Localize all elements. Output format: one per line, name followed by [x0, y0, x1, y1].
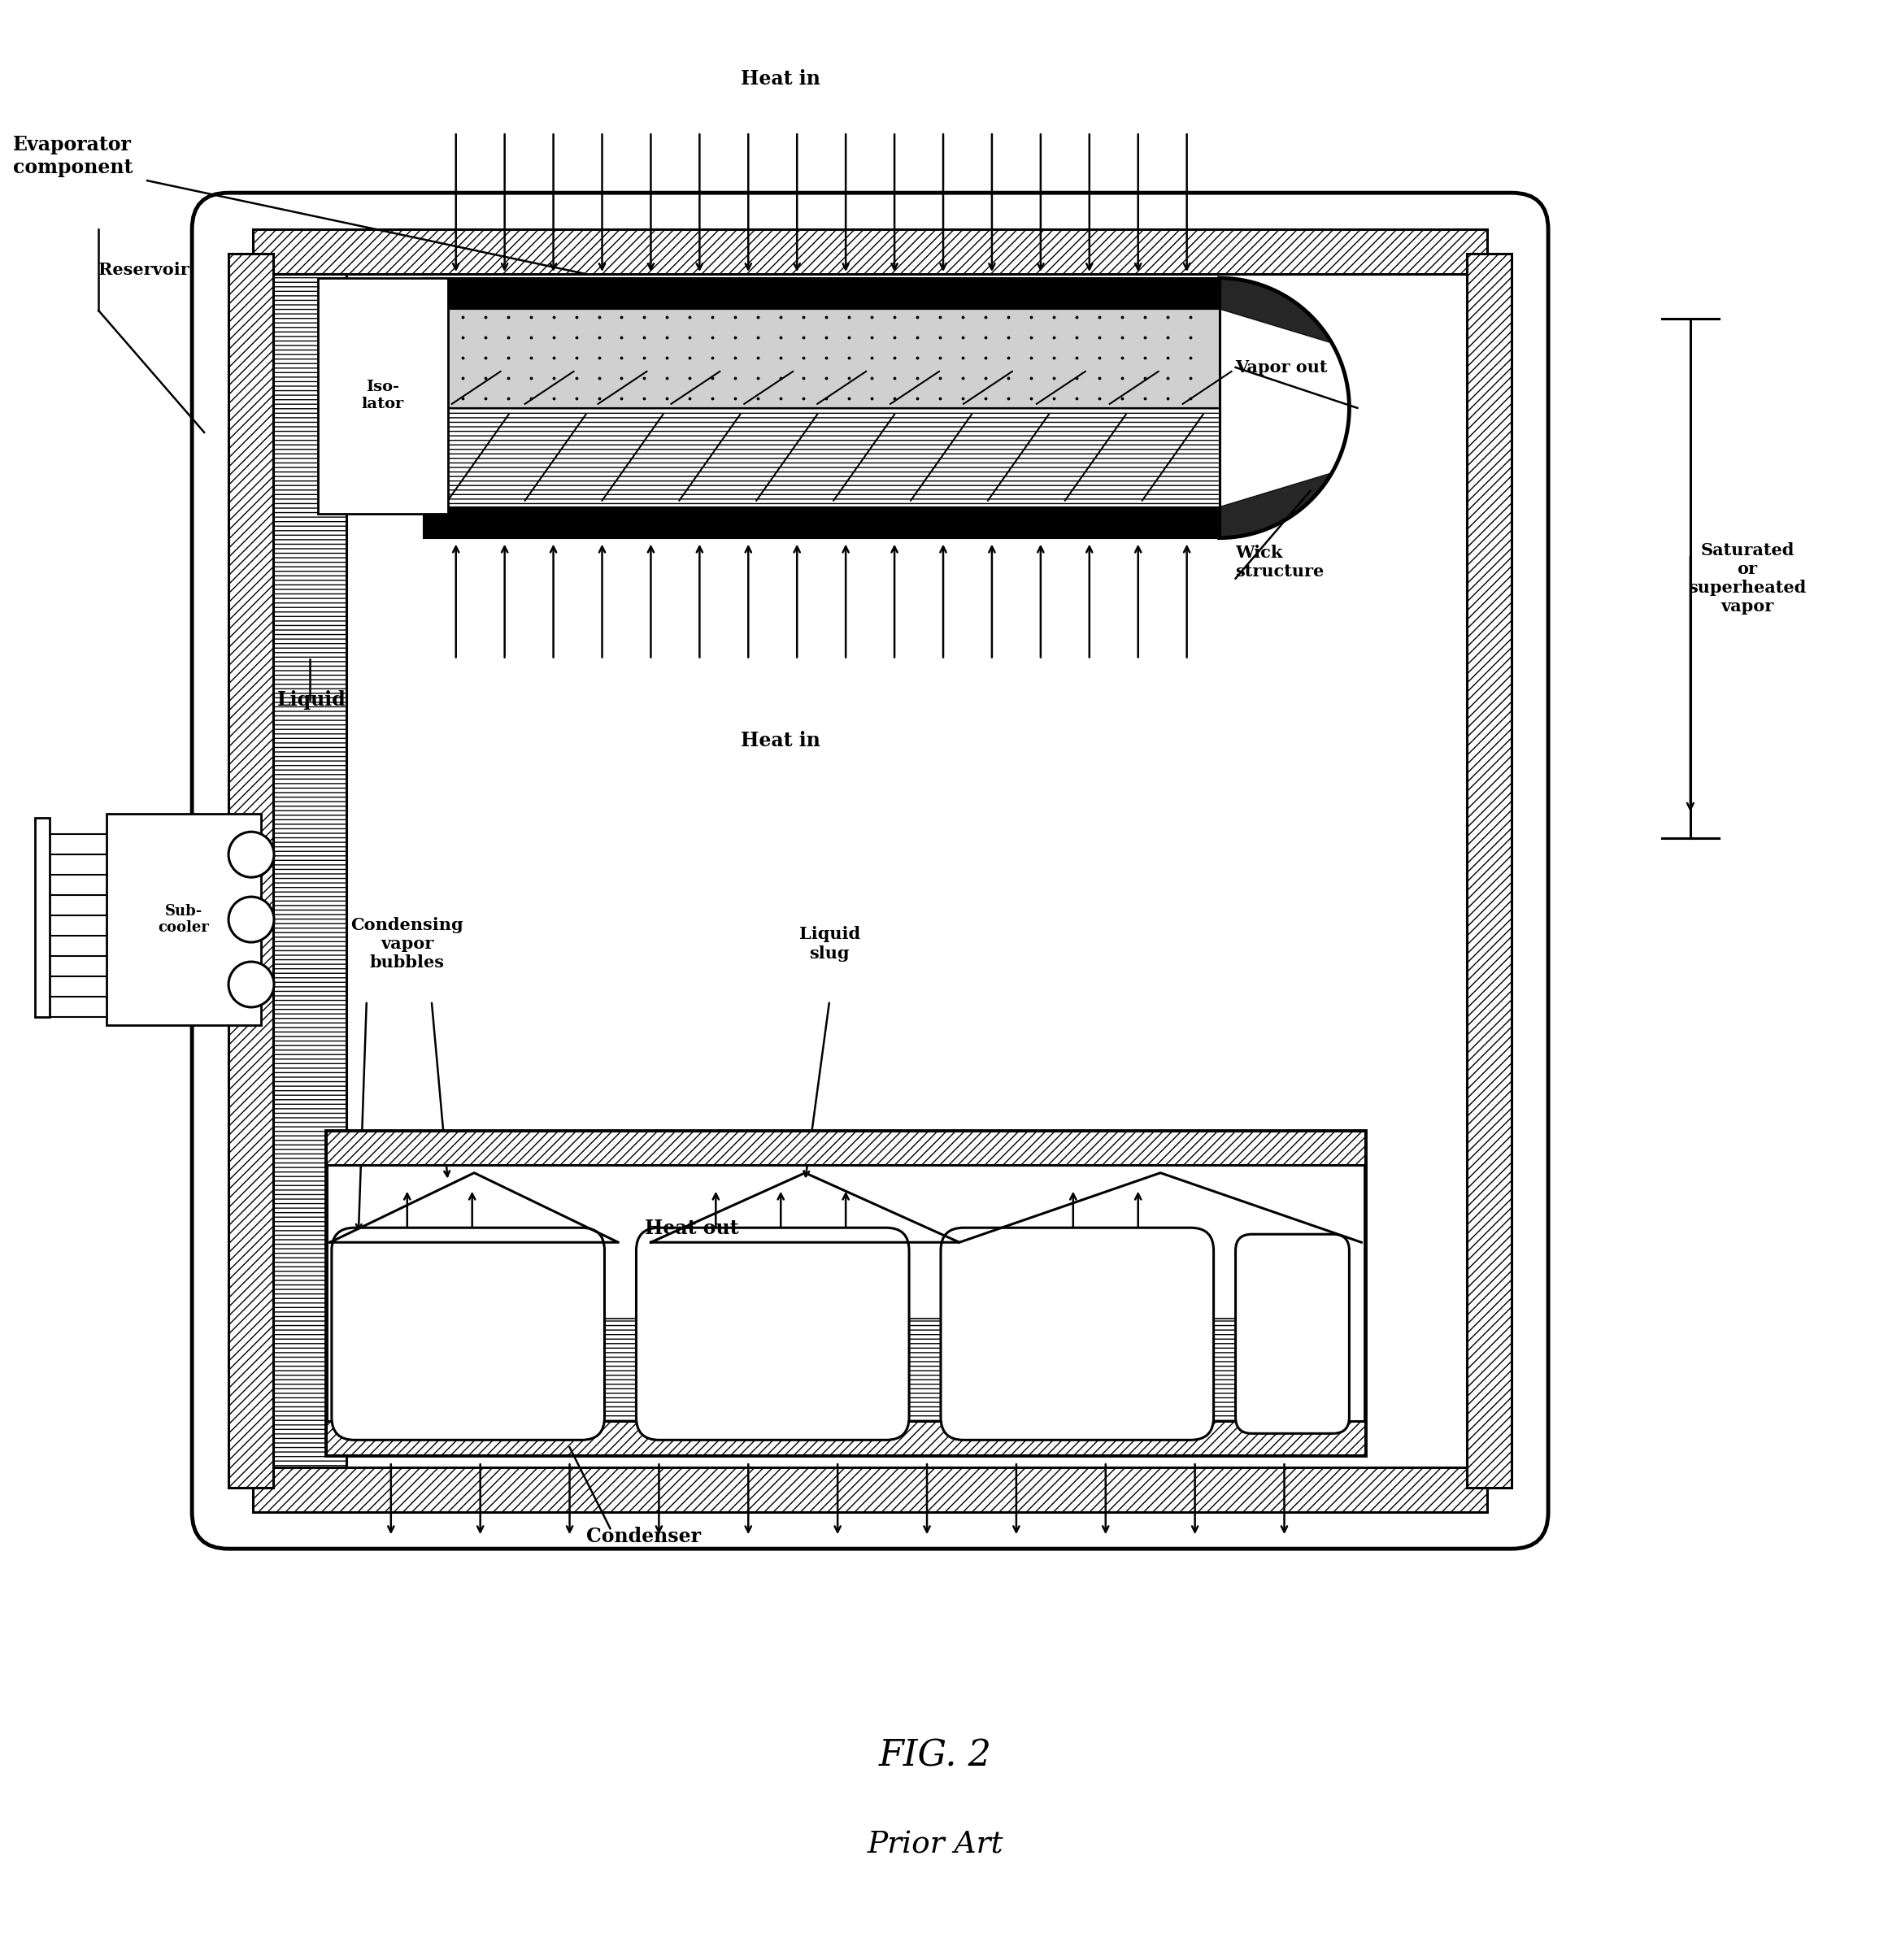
- FancyBboxPatch shape: [332, 1227, 604, 1441]
- Text: Saturated
or
superheated
vapor: Saturated or superheated vapor: [1688, 543, 1807, 615]
- Bar: [274, 310, 423, 508]
- Polygon shape: [1220, 278, 1331, 343]
- Circle shape: [228, 962, 274, 1007]
- Bar: [228, 253, 274, 1488]
- Bar: [327, 1131, 1365, 1164]
- Text: Prior Art: Prior Art: [867, 1831, 1003, 1860]
- Text: Liquid: Liquid: [278, 690, 346, 710]
- Polygon shape: [1220, 472, 1331, 537]
- Bar: [253, 1468, 1488, 1513]
- Bar: [317, 278, 447, 514]
- Text: Vapor out: Vapor out: [1235, 359, 1327, 376]
- Circle shape: [228, 831, 274, 878]
- Text: FIG. 2: FIG. 2: [878, 1739, 991, 1774]
- Circle shape: [228, 898, 274, 943]
- FancyBboxPatch shape: [940, 1227, 1214, 1441]
- Bar: [423, 310, 1220, 408]
- Bar: [274, 274, 346, 1468]
- Text: Condensing
vapor
bubbles: Condensing vapor bubbles: [351, 917, 464, 970]
- Bar: [283, 278, 336, 1464]
- Bar: [423, 408, 1220, 508]
- Bar: [1467, 253, 1512, 1488]
- Bar: [423, 508, 1220, 537]
- Text: Sub-
cooler: Sub- cooler: [159, 904, 210, 935]
- Bar: [274, 274, 346, 1468]
- Text: Condenser: Condenser: [585, 1527, 700, 1546]
- Text: Iso-
lator: Iso- lator: [362, 380, 404, 412]
- Bar: [895, 1319, 955, 1421]
- Bar: [253, 229, 1488, 274]
- Text: Heat in: Heat in: [740, 69, 821, 88]
- Bar: [327, 1131, 1365, 1456]
- Bar: [108, 813, 261, 1025]
- Bar: [1195, 1319, 1256, 1421]
- Bar: [585, 1319, 648, 1421]
- FancyBboxPatch shape: [1235, 1235, 1350, 1433]
- FancyBboxPatch shape: [193, 192, 1548, 1548]
- FancyBboxPatch shape: [636, 1227, 910, 1441]
- Text: Reservoir: Reservoir: [98, 263, 189, 278]
- Text: Evaporator
component: Evaporator component: [13, 135, 134, 176]
- Text: Heat in: Heat in: [740, 731, 821, 751]
- Text: Heat out: Heat out: [644, 1219, 738, 1239]
- Text: Liquid
slug: Liquid slug: [799, 927, 861, 962]
- Text: Wick
structure: Wick structure: [1235, 545, 1323, 580]
- Bar: [36, 817, 49, 1017]
- Polygon shape: [1220, 278, 1350, 537]
- Bar: [327, 1421, 1365, 1456]
- Bar: [423, 278, 1220, 310]
